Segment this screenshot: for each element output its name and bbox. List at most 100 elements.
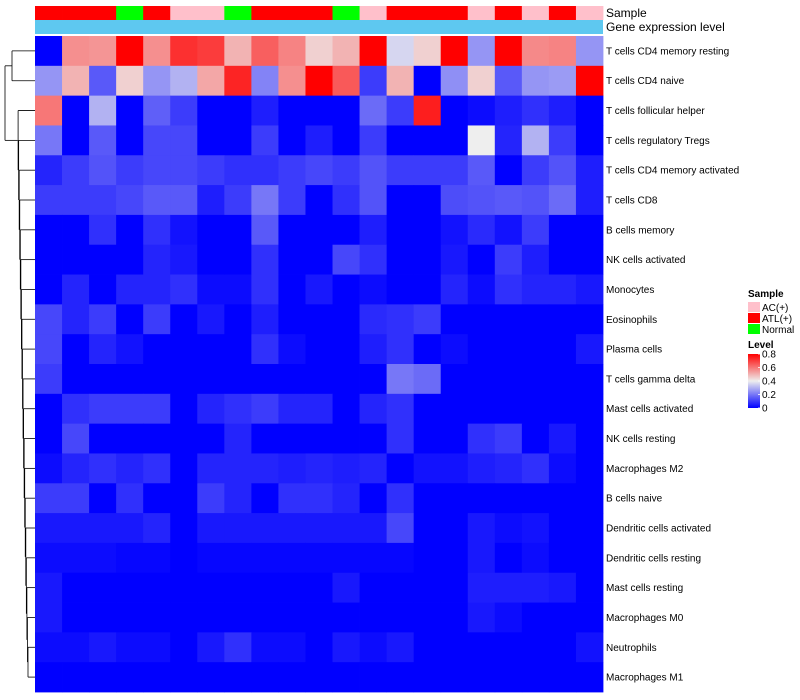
heatmap-cell bbox=[440, 513, 469, 544]
sample-annotation-cell bbox=[521, 6, 550, 20]
heatmap-cell bbox=[521, 602, 550, 633]
heatmap-cell bbox=[521, 274, 550, 305]
heatmap-cell bbox=[359, 483, 388, 514]
heatmap-cell bbox=[467, 185, 496, 216]
heatmap-cell bbox=[35, 483, 63, 514]
heatmap-cell bbox=[143, 95, 171, 126]
heatmap-cell bbox=[35, 36, 63, 67]
row-label: NK cells resting bbox=[606, 434, 675, 445]
sample-annotation-cell bbox=[278, 6, 306, 20]
heatmap-cell bbox=[143, 602, 171, 633]
heatmap-cell bbox=[494, 632, 523, 663]
heatmap-cell bbox=[62, 36, 90, 67]
heatmap-cell bbox=[35, 334, 63, 365]
heatmap-cell bbox=[548, 304, 577, 335]
level-colorbar bbox=[748, 354, 760, 408]
heatmap-cell bbox=[143, 244, 171, 275]
heatmap-cell bbox=[143, 572, 171, 603]
heatmap-cell bbox=[224, 155, 252, 186]
heatmap-cell bbox=[224, 662, 252, 693]
heatmap-cell bbox=[332, 393, 360, 425]
heatmap-cell bbox=[548, 662, 577, 693]
heatmap-cell bbox=[224, 483, 252, 514]
heatmap-cell bbox=[251, 364, 279, 395]
heatmap-cell bbox=[143, 662, 171, 693]
heatmap-cell bbox=[224, 542, 252, 574]
heatmap-cell bbox=[116, 95, 144, 126]
heatmap-cell bbox=[143, 274, 171, 305]
heatmap-cell bbox=[116, 65, 144, 97]
heatmap-cell bbox=[413, 95, 442, 126]
heatmap-cell bbox=[35, 95, 63, 126]
heatmap-cell bbox=[494, 483, 523, 514]
heatmap-cell bbox=[143, 542, 171, 574]
heatmap-cell bbox=[494, 36, 523, 67]
heatmap-cell bbox=[35, 244, 63, 275]
heatmap-cell bbox=[575, 602, 604, 633]
heatmap-cell bbox=[89, 304, 117, 335]
heatmap-cell bbox=[332, 602, 360, 633]
heatmap-cell bbox=[359, 364, 388, 395]
heatmap-cell bbox=[467, 244, 496, 275]
heatmap-cell bbox=[332, 36, 360, 67]
heatmap-cell bbox=[143, 632, 171, 663]
heatmap-cell bbox=[440, 423, 469, 454]
sample-annotation-cell bbox=[35, 6, 63, 20]
sample-legend-label: AC(+) bbox=[762, 303, 788, 314]
heatmap-cell bbox=[386, 185, 415, 216]
heatmap-cell bbox=[548, 542, 577, 574]
heatmap-cell bbox=[386, 662, 415, 693]
heatmap-cell bbox=[494, 662, 523, 693]
heatmap-cell bbox=[386, 334, 415, 365]
level-ticks: 0.8 0.6 0.4 0.2 0 bbox=[758, 350, 776, 415]
heatmap-cell bbox=[548, 364, 577, 395]
heatmap-cell bbox=[305, 364, 333, 395]
heatmap-cell bbox=[116, 274, 144, 305]
heatmap-cell bbox=[89, 185, 117, 216]
heatmap-cell bbox=[89, 423, 117, 454]
heatmap-cell bbox=[62, 364, 90, 395]
heatmap-cell bbox=[305, 542, 333, 574]
heatmap-cell bbox=[197, 125, 225, 156]
heatmap-cell bbox=[278, 423, 306, 454]
sample-annotation-cell bbox=[251, 6, 279, 20]
heatmap-cell bbox=[89, 453, 117, 484]
heatmap-cell bbox=[251, 274, 279, 305]
heatmap-cell bbox=[251, 393, 279, 425]
heatmap-cell bbox=[521, 155, 550, 186]
heatmap-cell bbox=[386, 364, 415, 395]
sample-annotation-cell bbox=[386, 6, 415, 20]
heatmap-cell bbox=[62, 304, 90, 335]
heatmap-cell bbox=[251, 453, 279, 484]
heatmap-cell bbox=[278, 125, 306, 156]
heatmap-cell bbox=[35, 304, 63, 335]
heatmap-cell bbox=[548, 632, 577, 663]
heatmap-cell bbox=[386, 304, 415, 335]
heatmap-cell bbox=[332, 453, 360, 484]
heatmap-cell bbox=[197, 334, 225, 365]
heatmap-cell bbox=[413, 334, 442, 365]
heatmap-cell bbox=[467, 334, 496, 365]
heatmap-cell bbox=[332, 185, 360, 216]
sample-legend-title: Sample bbox=[748, 289, 784, 300]
gene-expression-track-label: Gene expression level bbox=[606, 20, 725, 34]
heatmap-cell bbox=[575, 572, 604, 603]
heatmap-cell bbox=[251, 244, 279, 275]
heatmap-cell bbox=[170, 483, 198, 514]
heatmap-cell bbox=[440, 602, 469, 633]
heatmap-cell bbox=[278, 513, 306, 544]
heatmap-cell bbox=[278, 274, 306, 305]
heatmap-cell bbox=[278, 453, 306, 484]
heatmap-cell bbox=[548, 453, 577, 484]
heatmap-cell bbox=[143, 65, 171, 97]
sample-annotation-cell bbox=[548, 6, 577, 20]
heatmap-cell bbox=[35, 542, 63, 574]
heatmap-cell bbox=[359, 36, 388, 67]
sample-annotation-cell bbox=[332, 6, 360, 20]
heatmap-cell bbox=[305, 632, 333, 663]
heatmap-cell bbox=[575, 274, 604, 305]
sample-annotation-cell bbox=[413, 6, 442, 20]
heatmap-cell bbox=[251, 542, 279, 574]
heatmap-cell bbox=[62, 602, 90, 633]
heatmap-cell bbox=[197, 304, 225, 335]
